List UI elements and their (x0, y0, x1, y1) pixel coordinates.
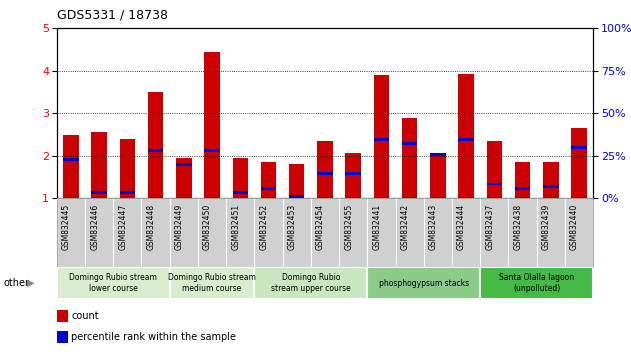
Text: GSM832455: GSM832455 (344, 204, 353, 250)
Bar (571, 128, 587, 198)
Bar (345, 172, 361, 175)
Bar (176, 158, 192, 198)
Bar (480, 267, 593, 299)
Text: GSM832444: GSM832444 (457, 204, 466, 250)
Bar (57, 331, 68, 343)
Text: GSM832441: GSM832441 (372, 204, 381, 250)
Bar (120, 191, 135, 194)
Bar (261, 187, 276, 190)
Bar (170, 267, 254, 299)
Text: Domingo Rubio stream
medium course: Domingo Rubio stream medium course (168, 274, 256, 293)
Bar (289, 195, 305, 198)
Bar (430, 153, 445, 156)
Text: GSM832440: GSM832440 (570, 204, 579, 250)
Text: GDS5331 / 18738: GDS5331 / 18738 (57, 9, 168, 22)
Bar (402, 118, 418, 198)
Bar (430, 154, 445, 198)
Text: GSM832447: GSM832447 (119, 204, 127, 250)
Bar (204, 149, 220, 152)
Text: GSM832448: GSM832448 (146, 204, 156, 250)
Bar (458, 74, 474, 198)
Bar (254, 267, 367, 299)
Bar (63, 135, 79, 198)
Text: GSM832438: GSM832438 (514, 204, 522, 250)
Text: Domingo Rubio
stream upper course: Domingo Rubio stream upper course (271, 274, 351, 293)
Bar (374, 75, 389, 198)
Bar (367, 267, 480, 299)
Text: Domingo Rubio stream
lower course: Domingo Rubio stream lower course (69, 274, 157, 293)
Bar (57, 310, 68, 322)
Bar (148, 149, 163, 152)
Bar (289, 164, 305, 198)
Bar (345, 153, 361, 198)
Bar (374, 138, 389, 141)
Text: other: other (3, 278, 29, 288)
Text: GSM832449: GSM832449 (175, 204, 184, 250)
Text: Santa Olalla lagoon
(unpolluted): Santa Olalla lagoon (unpolluted) (499, 274, 574, 293)
Text: GSM832446: GSM832446 (90, 204, 99, 250)
Bar (63, 158, 79, 161)
Bar (232, 158, 248, 198)
Bar (232, 191, 248, 194)
Text: phosphogypsum stacks: phosphogypsum stacks (379, 279, 469, 288)
Text: count: count (71, 311, 99, 321)
Text: GSM832442: GSM832442 (401, 204, 410, 250)
Bar (317, 172, 333, 175)
Text: GSM832437: GSM832437 (485, 204, 494, 250)
Bar (317, 141, 333, 198)
Bar (515, 187, 530, 190)
Bar (543, 185, 558, 188)
Bar (543, 162, 558, 198)
Text: GSM832453: GSM832453 (288, 204, 297, 250)
Bar (120, 139, 135, 198)
Bar (57, 267, 170, 299)
Bar (487, 141, 502, 198)
Bar (515, 162, 530, 198)
Text: GSM832445: GSM832445 (62, 204, 71, 250)
Text: GSM832451: GSM832451 (232, 204, 240, 250)
Bar (571, 147, 587, 149)
Text: GSM832443: GSM832443 (429, 204, 438, 250)
Bar (261, 162, 276, 198)
Text: GSM832454: GSM832454 (316, 204, 325, 250)
Bar (91, 191, 107, 194)
Bar (458, 138, 474, 141)
Text: ▶: ▶ (27, 278, 34, 288)
Bar (402, 142, 418, 145)
Bar (91, 132, 107, 198)
Text: GSM832452: GSM832452 (259, 204, 269, 250)
Text: GSM832439: GSM832439 (542, 204, 551, 250)
Text: GSM832450: GSM832450 (203, 204, 212, 250)
Bar (487, 183, 502, 185)
Bar (176, 164, 192, 166)
Bar (148, 92, 163, 198)
Bar (204, 52, 220, 198)
Text: percentile rank within the sample: percentile rank within the sample (71, 332, 236, 342)
